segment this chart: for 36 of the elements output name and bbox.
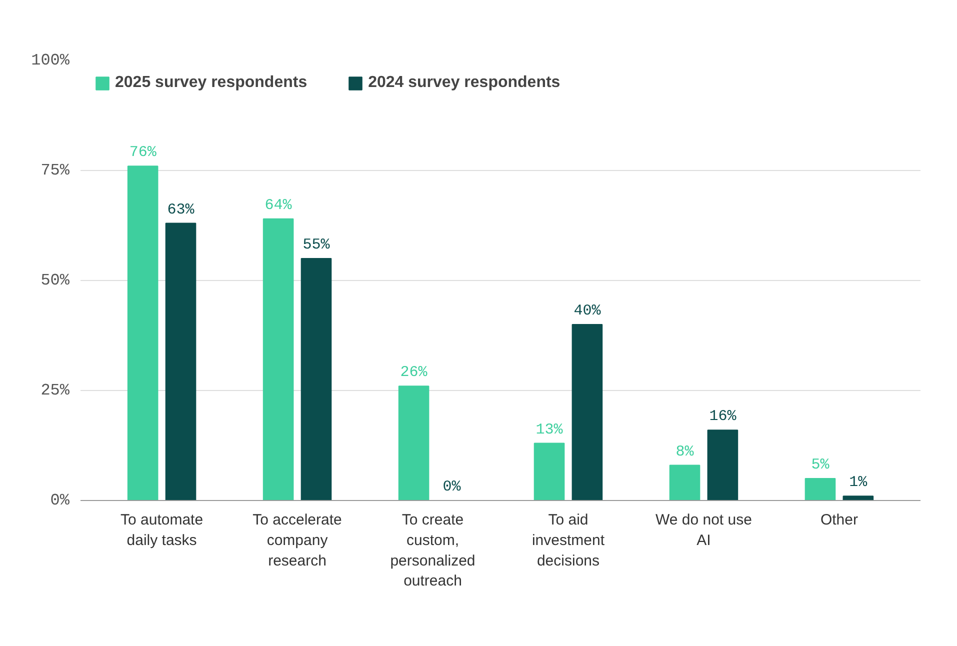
data-label: 40% [574, 302, 602, 320]
y-tick-label: 75% [40, 162, 70, 180]
bar [707, 430, 738, 500]
bar [842, 496, 874, 500]
x-tick-label: To accelerate company research [252, 512, 342, 570]
data-label: 76% [129, 144, 158, 162]
bar [398, 386, 430, 500]
y-tick-label: 100% [31, 52, 70, 70]
x-tick-label: To automate daily tasks [120, 512, 204, 549]
data-label: 8% [676, 443, 695, 460]
x-tick-label: To aid investment decisions [532, 512, 606, 570]
data-label: 0% [442, 478, 462, 496]
data-label: 63% [167, 201, 196, 218]
x-tick-label: Other [820, 512, 858, 528]
y-tick-label: 25% [40, 382, 70, 400]
bar [262, 218, 294, 500]
bar [669, 464, 700, 500]
bar [534, 442, 565, 500]
bar [127, 166, 158, 500]
data-label: 16% [709, 408, 738, 426]
data-label: 64% [264, 196, 293, 214]
legend-label: 2024 survey respondents [368, 74, 560, 92]
data-label: 13% [536, 421, 564, 438]
data-label: 5% [811, 456, 830, 474]
x-tick-label: To create custom, personalized outreach [390, 512, 476, 590]
bar [572, 324, 603, 500]
legend-label: 2025 survey respondents [115, 74, 308, 92]
y-tick-label: 0% [50, 492, 70, 510]
bar [300, 258, 332, 500]
bar [165, 222, 196, 500]
data-label: 1% [849, 474, 868, 492]
bar [804, 478, 836, 500]
data-label: 55% [302, 236, 331, 254]
y-tick-label: 50% [40, 272, 70, 290]
data-label: 26% [400, 364, 428, 382]
x-tick-label: We do not use AI [656, 512, 752, 549]
